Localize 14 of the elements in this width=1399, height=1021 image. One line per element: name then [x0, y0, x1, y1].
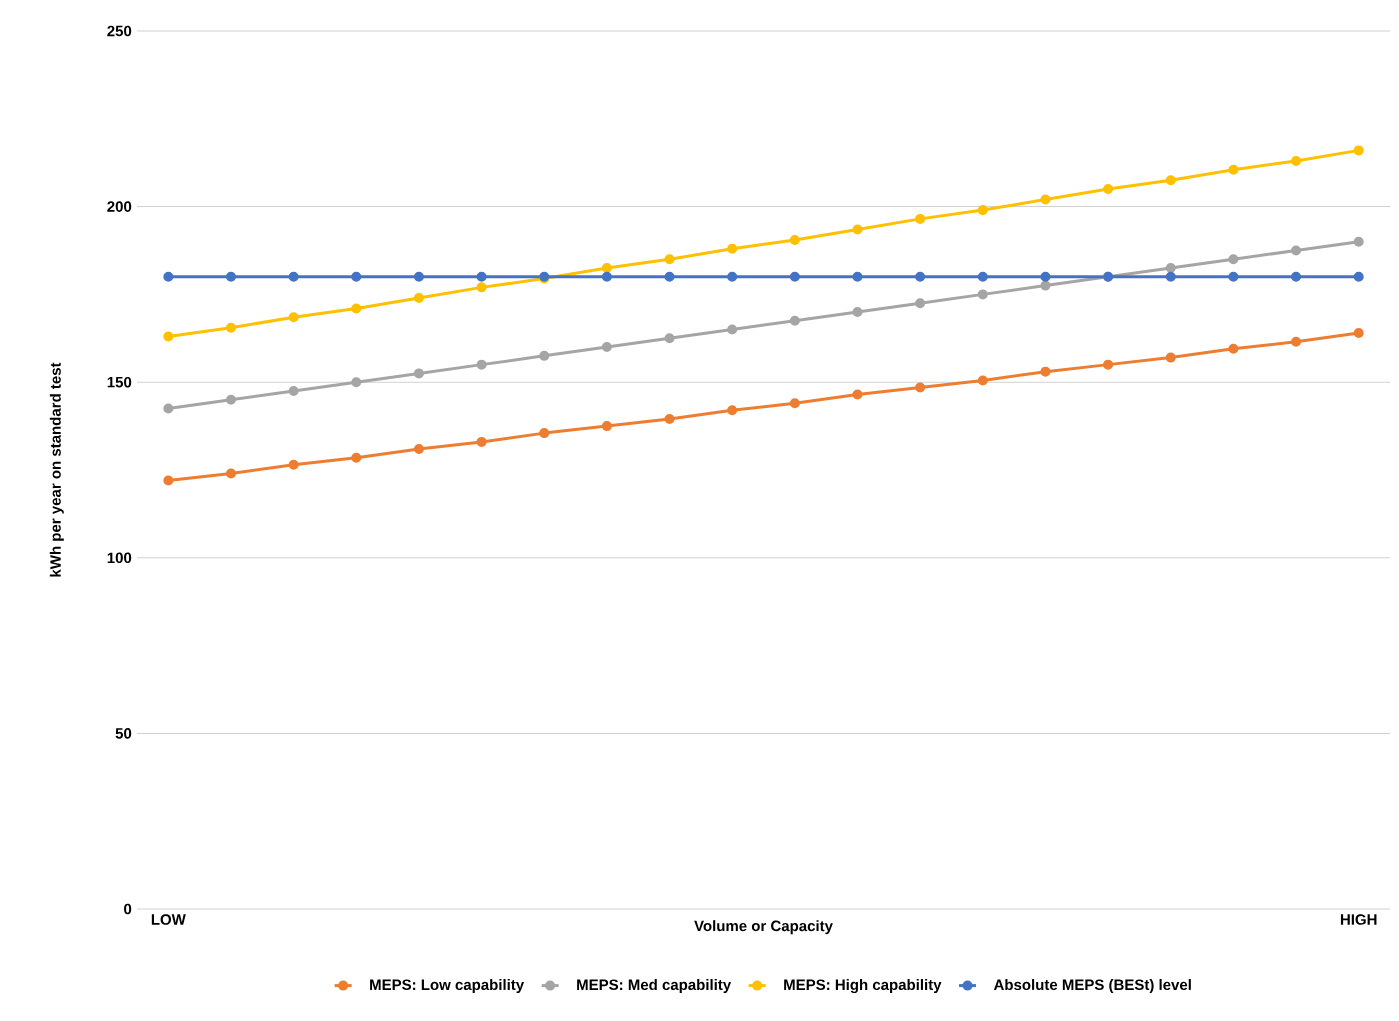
y-tick-label: 250	[107, 25, 132, 37]
y-tick-label: 100	[107, 552, 132, 564]
legend-label: MEPS: Low capability	[370, 979, 525, 994]
legend-label: Absolute MEPS (BESt) level	[993, 979, 1191, 994]
legend-label: MEPS: High capability	[784, 979, 942, 994]
y-tick-label: 200	[107, 201, 132, 212]
x-axis-title: Volume or Capacity	[694, 920, 833, 935]
x-tick-label: LOW	[151, 914, 186, 925]
legend-label: MEPS: Med capability	[577, 979, 732, 994]
y-axis-title: kWh per year on standard test	[49, 362, 64, 577]
y-tick-label: 50	[115, 728, 132, 739]
y-tick-label: 150	[107, 376, 132, 388]
y-tick-label: 0	[124, 903, 132, 915]
x-tick-label: HIGH	[1340, 914, 1377, 925]
